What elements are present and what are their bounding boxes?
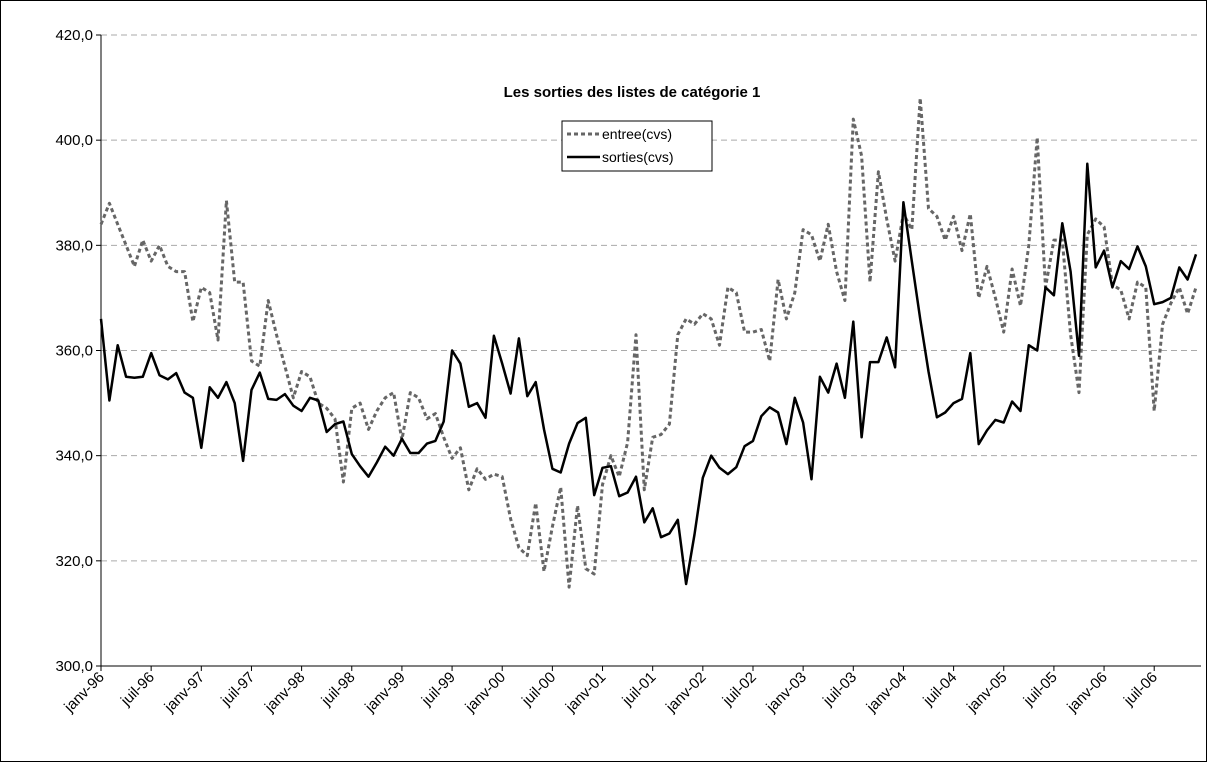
legend-box bbox=[561, 120, 713, 172]
y-tick-label: 340,0 bbox=[55, 448, 93, 465]
y-tick-label: 380,0 bbox=[55, 237, 93, 254]
legend-label: entree(cvs) bbox=[602, 126, 672, 142]
y-tick-label: 300,0 bbox=[55, 658, 93, 675]
series-line bbox=[99, 162, 1198, 586]
y-tick-label: 360,0 bbox=[55, 343, 93, 360]
legend-label: sorties(cvs) bbox=[602, 149, 674, 165]
chart-title: Les sorties des listes de catégorie 1 bbox=[504, 84, 761, 101]
y-tick-label: 400,0 bbox=[55, 132, 93, 149]
series-line bbox=[99, 96, 1198, 589]
y-tick-label: 320,0 bbox=[55, 553, 93, 570]
y-tick-label: 420,0 bbox=[55, 27, 93, 44]
